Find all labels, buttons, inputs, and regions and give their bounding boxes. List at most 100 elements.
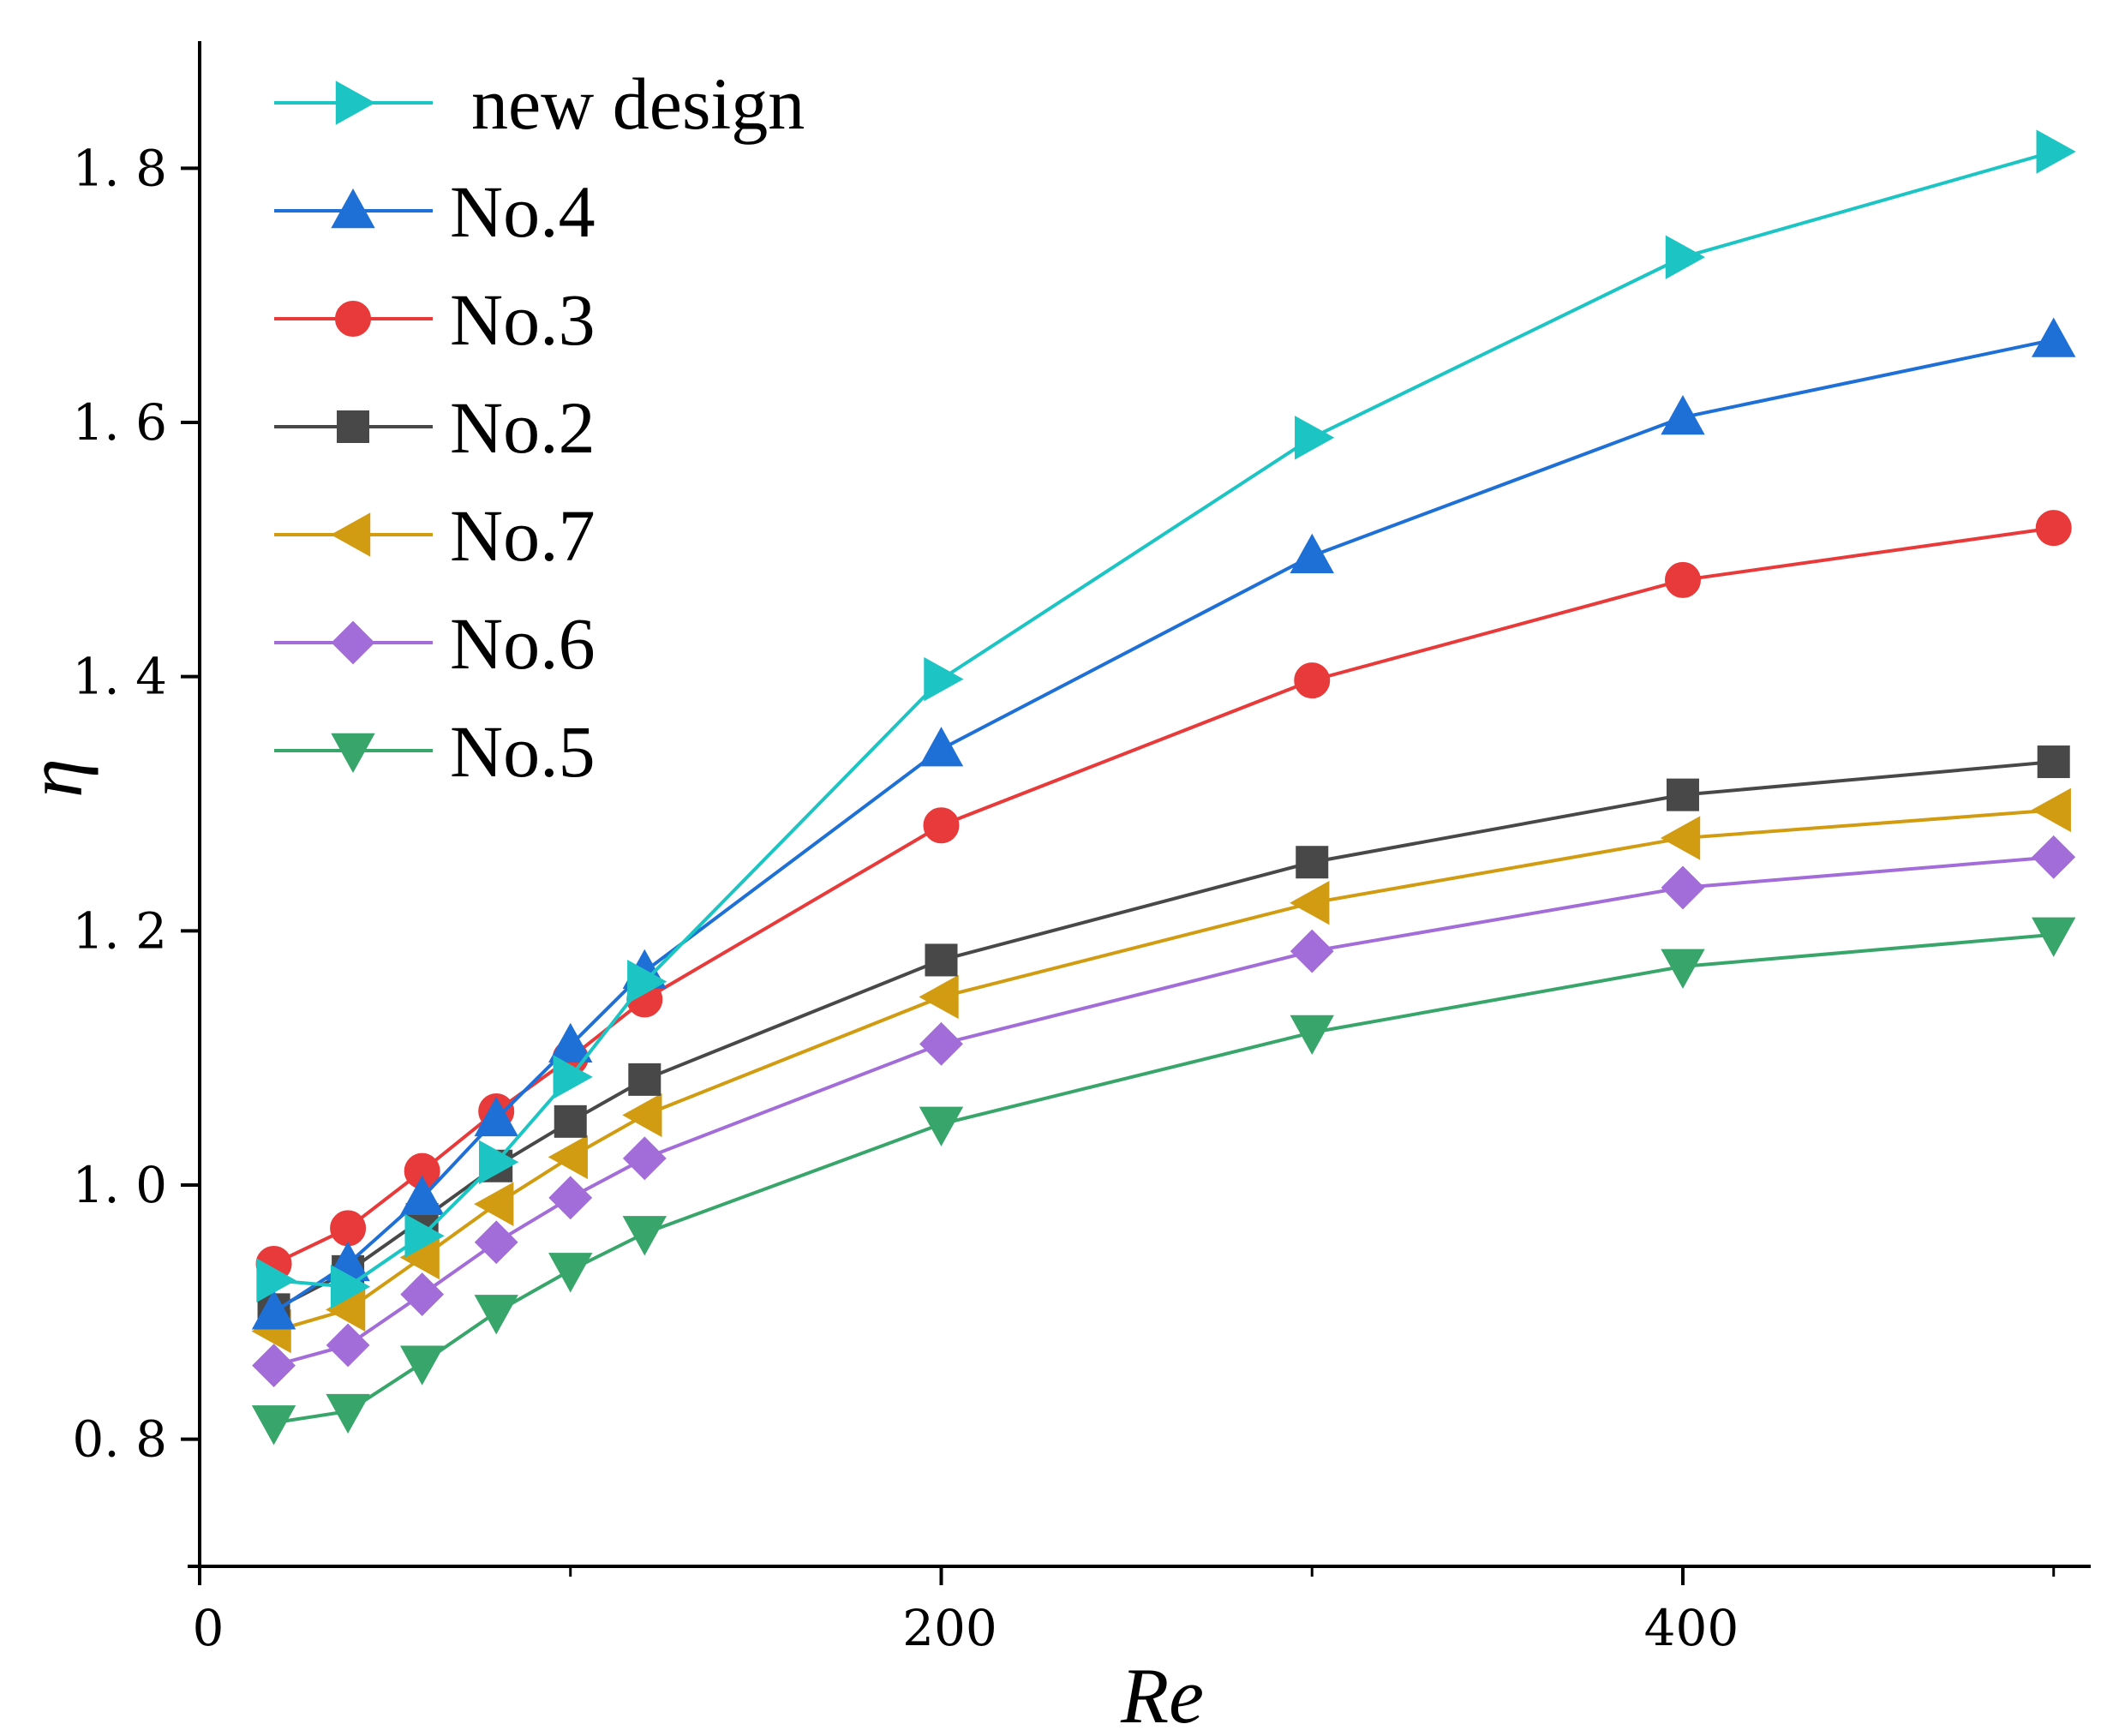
data-point	[2032, 917, 2076, 957]
legend-marker	[335, 81, 376, 125]
data-point	[919, 727, 964, 767]
data-point	[1290, 881, 1330, 925]
data-point	[1665, 235, 1706, 279]
data-point	[627, 959, 667, 1004]
data-point	[399, 1345, 445, 1386]
data-point	[1661, 865, 1705, 910]
legend-marker	[337, 410, 369, 443]
series-new-design	[256, 129, 2076, 1309]
y-tick-label: 1. 4	[72, 648, 167, 706]
axes: 0. 8 1. 0 1. 2 1. 4 1. 6 1. 8 0 200 400	[72, 41, 2091, 1657]
data-point	[400, 1272, 445, 1316]
y-axis-title: η	[11, 758, 99, 798]
legend-label: No.6	[450, 602, 596, 685]
legend-label: new design	[471, 63, 805, 145]
data-point	[1290, 533, 1334, 573]
legend-marker	[331, 188, 375, 229]
data-point	[474, 1295, 518, 1335]
y-tick-label: 1. 0	[72, 1156, 167, 1214]
data-point	[919, 1021, 963, 1066]
data-point	[251, 1290, 296, 1330]
data-point	[923, 807, 960, 844]
series-line	[272, 760, 2054, 1312]
legend-marker	[335, 301, 371, 337]
legend-label: No.2	[450, 386, 596, 469]
data-point	[553, 1055, 593, 1099]
legend-entry: No.2	[274, 386, 596, 469]
series-no-4	[251, 317, 2076, 1330]
data-point	[404, 1213, 445, 1259]
data-point	[326, 1393, 370, 1434]
data-point	[1290, 1015, 1334, 1056]
data-point	[399, 1175, 445, 1216]
data-point	[330, 1264, 371, 1309]
data-point	[2032, 835, 2076, 879]
data-point	[2037, 745, 2070, 779]
legend-entry: No.3	[274, 278, 596, 361]
data-point	[1294, 662, 1331, 699]
legend-entry: No.6	[274, 602, 596, 685]
data-point	[2032, 317, 2076, 357]
data-point	[474, 1096, 518, 1137]
data-point	[1290, 929, 1334, 973]
legend-entry: No.5	[274, 710, 596, 793]
legend-label: No.7	[450, 494, 596, 577]
data-point	[256, 1258, 296, 1302]
series-line	[272, 808, 2054, 1333]
data-point	[1661, 949, 1705, 989]
legend-marker	[331, 620, 375, 665]
data-point	[474, 1220, 518, 1265]
y-tick-label: 0. 8	[72, 1410, 167, 1469]
data-point	[548, 1022, 593, 1063]
series-no-5	[251, 917, 2076, 1446]
series-line	[273, 932, 2054, 1425]
series-line	[272, 338, 2055, 1314]
legend-label: No.5	[450, 710, 596, 793]
legend-entry: No.7	[274, 494, 596, 577]
data-point	[2036, 129, 2076, 174]
data-point	[925, 943, 958, 977]
legend-label: No.3	[450, 278, 596, 361]
series-no-2	[257, 745, 2070, 1326]
data-point	[326, 1323, 370, 1368]
data-point	[252, 1344, 296, 1388]
legend-entry: new design	[274, 63, 805, 145]
data-point	[919, 974, 959, 1020]
x-axis-title: Re	[1120, 1652, 1204, 1736]
series-line	[273, 150, 2055, 1289]
data-point	[628, 1063, 661, 1096]
data-point	[548, 1134, 588, 1180]
series-layer	[251, 129, 2076, 1446]
y-tick-label: 1. 8	[72, 139, 167, 197]
data-point	[478, 1140, 519, 1184]
x-tick-label: 200	[902, 1599, 997, 1657]
series-no-7	[251, 787, 2071, 1354]
legend-label: No.4	[450, 171, 596, 253]
data-point	[622, 1216, 667, 1256]
data-point	[622, 1092, 662, 1138]
series-line	[273, 855, 2054, 1368]
data-point	[1295, 416, 1335, 460]
data-point	[2031, 787, 2071, 833]
data-point	[548, 1176, 593, 1220]
data-point	[622, 1136, 667, 1181]
data-point	[2035, 510, 2072, 547]
data-point	[251, 1405, 296, 1446]
data-point	[330, 1210, 367, 1247]
y-tick-label: 1. 6	[72, 393, 167, 452]
data-point	[554, 1104, 587, 1138]
data-point	[1660, 816, 1701, 860]
x-tick-label: 0	[193, 1599, 224, 1657]
data-point	[1296, 846, 1329, 879]
legend-marker	[330, 512, 371, 557]
series-no-6	[252, 835, 2076, 1388]
data-point	[1661, 395, 1705, 435]
legend-marker	[331, 733, 375, 774]
y-tick-label: 1. 2	[72, 901, 167, 960]
data-point	[474, 1182, 514, 1226]
legend-entry: No.4	[274, 171, 596, 253]
x-tick-label: 400	[1644, 1599, 1739, 1657]
legend: new design No.4 No.3 No.2 No.7 No.6 No.5	[274, 63, 805, 793]
data-point	[1666, 778, 1699, 811]
